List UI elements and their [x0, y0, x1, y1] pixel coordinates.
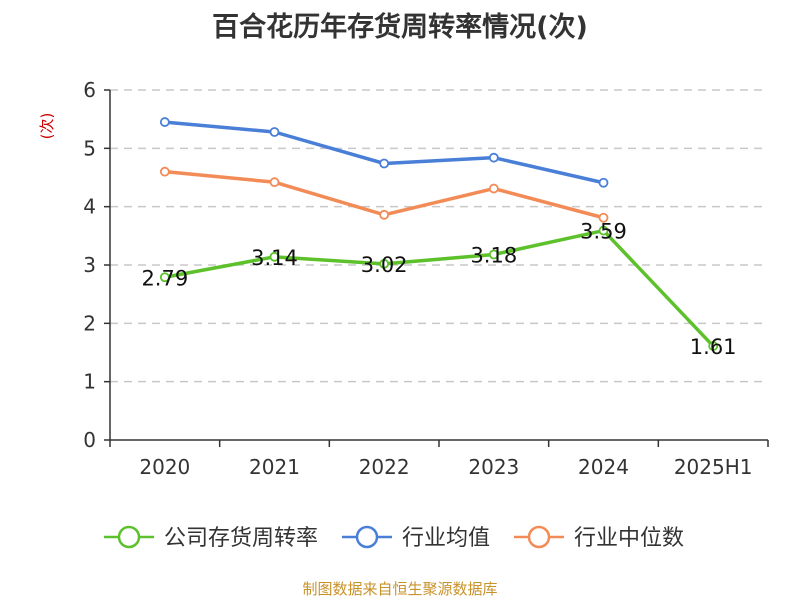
- x-tick-labels: 2020 2021 2022 2023 2024 2025H1: [139, 455, 752, 479]
- x-tick-label: 2020: [139, 455, 190, 479]
- x-tick-label: 2023: [468, 455, 519, 479]
- legend-item: 行业中位数: [514, 525, 684, 551]
- data-point: [598, 212, 609, 223]
- chart-title: 百合花历年存货周转率情况(次): [212, 11, 588, 43]
- series-行业均值: [159, 117, 609, 188]
- legend-item: 公司存货周转率: [104, 525, 318, 551]
- legend-marker: [527, 525, 551, 549]
- axes: [104, 89, 769, 447]
- legend-label: 行业中位数: [574, 526, 684, 551]
- series-行业中位数: [159, 166, 609, 223]
- data-point: [379, 209, 390, 220]
- legend-item: 行业均值: [342, 525, 490, 551]
- data-label: 3.18: [470, 244, 517, 268]
- series-公司存货周转率: 2.79 3.14 3.02 3.18 3.59 1.61: [141, 220, 736, 360]
- y-tick-label: 5: [83, 136, 96, 160]
- data-point: [488, 152, 499, 163]
- y-tick-label: 1: [83, 370, 96, 394]
- data-point: [379, 158, 390, 169]
- data-point: [598, 177, 609, 188]
- data-label: 2.79: [141, 266, 188, 290]
- x-tick-label: 2024: [578, 455, 629, 479]
- data-point: [488, 183, 499, 194]
- y-tick-label: 6: [83, 78, 96, 102]
- y-tick-label: 2: [83, 311, 96, 335]
- legend: 公司存货周转率 行业均值 行业中位数: [104, 525, 684, 551]
- legend-marker: [355, 525, 379, 549]
- x-tick-label: 2021: [249, 455, 300, 479]
- legend-label: 公司存货周转率: [164, 526, 318, 551]
- y-tick-label: 4: [83, 195, 96, 219]
- x-tick-label: 2025H1: [674, 455, 753, 479]
- data-label: 3.02: [361, 253, 408, 277]
- y-tick-label: 3: [83, 253, 96, 277]
- data-point: [159, 117, 170, 127]
- data-point: [379, 258, 390, 269]
- series-line: [164, 228, 715, 348]
- data-point: [269, 251, 280, 262]
- data-point: [159, 272, 170, 283]
- source-note: 制图数据来自恒生聚源数据库: [302, 580, 497, 598]
- y-tick-labels: 0 1 2 3 4 5 6: [83, 78, 96, 452]
- data-label: 3.59: [580, 220, 627, 244]
- data-label: 1.61: [690, 335, 737, 359]
- data-point: [269, 127, 280, 137]
- data-label: 3.14: [251, 246, 298, 270]
- grid-lines: [110, 89, 768, 383]
- y-axis-label: (次): [38, 113, 56, 140]
- data-point: [159, 166, 170, 177]
- legend-marker: [117, 525, 141, 549]
- series-lines: 2.79 3.14 3.02 3.18 3.59 1.61: [141, 117, 737, 360]
- legend-label: 行业均值: [402, 526, 490, 551]
- data-point: [708, 341, 719, 351]
- series-line: [164, 120, 604, 185]
- data-point: [488, 249, 499, 260]
- data-point: [269, 177, 280, 188]
- x-tick-label: 2022: [359, 455, 410, 479]
- data-point: [598, 225, 609, 236]
- y-tick-label: 0: [83, 428, 96, 452]
